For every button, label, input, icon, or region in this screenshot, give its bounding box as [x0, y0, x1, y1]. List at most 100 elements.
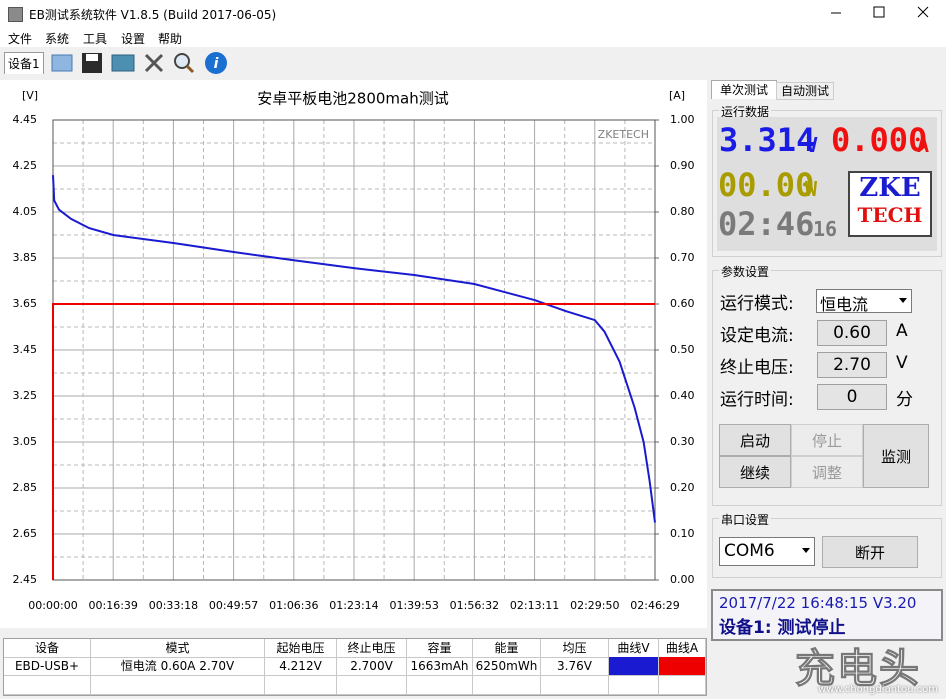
table-cell-empty — [473, 676, 541, 695]
time-input[interactable]: 0 — [817, 384, 887, 410]
dropdown-arrow[interactable] — [899, 298, 907, 307]
table-cell-empty — [91, 676, 265, 695]
info-icon[interactable] — [205, 52, 227, 74]
y-tick-label: 3.25 — [13, 389, 38, 402]
image-icon[interactable] — [111, 54, 135, 72]
table-cell: 3.76V — [541, 657, 609, 676]
x-tick-label: 01:06:36 — [269, 599, 318, 612]
device-tab[interactable]: 设备1 — [4, 52, 44, 74]
x-tick-label: 01:56:32 — [450, 599, 499, 612]
chart-annotation: ZKETECH — [598, 128, 649, 141]
result-table: 设备 模式 起始电压 终止电压 容量 能量 均压 曲线V 曲线A EBD-USB+ 恒电流 0.60… — [3, 638, 707, 696]
table-cell: 2.700V — [337, 657, 407, 676]
status-box: 2017/7/22 16:48:15 V3.20 设备1: 测试停止 — [711, 589, 943, 641]
close[interactable] — [917, 6, 929, 18]
y-tick-label: 4.45 — [13, 113, 38, 126]
tab[interactable]: 单次测试 — [711, 80, 777, 99]
y2-tick-label: 0.20 — [670, 481, 695, 494]
curve-swatch[interactable] — [659, 657, 706, 676]
window-controls[interactable] — [820, 0, 946, 28]
x-tick-label: 02:46:29 — [630, 599, 679, 612]
watermark-logo: 充电头 — [795, 646, 921, 693]
table-cell-empty — [659, 676, 706, 695]
menu-item[interactable]: 帮助 — [158, 32, 183, 46]
mode-select[interactable]: 恒电流 — [816, 289, 912, 314]
y2-tick-label: 0.30 — [670, 435, 695, 448]
menu-item[interactable]: 文件 — [8, 32, 33, 46]
table-header: 容量 — [407, 639, 473, 658]
y2-tick-label: 0.70 — [670, 251, 695, 264]
x-tick-label: 00:49:57 — [209, 599, 258, 612]
port-select[interactable]: COM6 — [719, 537, 815, 566]
group-label: 运行数据 — [719, 103, 772, 120]
mode-value[interactable]: 恒电流 — [820, 295, 869, 314]
y-axis-unit: [V] — [22, 89, 38, 102]
logo-top: ZKE — [859, 173, 921, 203]
y2-tick-label: 0.00 — [670, 573, 695, 586]
param-unit: V — [896, 353, 908, 373]
open-icon[interactable] — [51, 54, 73, 72]
disconnect-button[interactable]: 断开 — [822, 536, 918, 568]
search-icon[interactable] — [174, 53, 190, 69]
power-display: 00.00 — [718, 166, 815, 204]
table-header: 模式 — [91, 639, 265, 658]
table-cell-empty — [407, 676, 473, 695]
svg-text:i: i — [214, 56, 219, 72]
series-line — [52, 303, 655, 580]
dropdown-arrow[interactable] — [802, 548, 810, 557]
table-cell-empty — [337, 676, 407, 695]
menu-item[interactable]: 工具 — [83, 32, 108, 46]
table-header: 能量 — [473, 639, 541, 658]
y2-tick-label: 0.90 — [670, 159, 695, 172]
voltage-input[interactable]: 2.70 — [817, 352, 887, 378]
voltage-unit: V — [806, 133, 819, 157]
menu-item[interactable]: 系统 — [45, 32, 70, 46]
voltage-display: 3.314 — [719, 121, 816, 159]
x-tick-label: 02:29:50 — [570, 599, 619, 612]
adjust-button: 调整 — [791, 456, 863, 488]
param-label: 运行时间: — [720, 390, 794, 410]
logo-bottom: TECH — [857, 203, 923, 227]
y2-tick-label: 0.10 — [670, 527, 695, 540]
y-tick-label: 2.45 — [13, 573, 38, 586]
start-button[interactable]: 启动 — [719, 424, 791, 456]
curve-swatch[interactable] — [609, 657, 659, 676]
app-icon — [8, 7, 23, 22]
tab[interactable]: 自动测试 — [776, 82, 834, 100]
param-label: 设定电流: — [720, 326, 794, 346]
current-unit: A — [917, 133, 930, 157]
time-display: 02:46 — [718, 205, 815, 243]
y-tick-label: 3.45 — [13, 343, 38, 356]
table-cell-empty — [265, 676, 337, 695]
time-seconds: 16 — [813, 217, 838, 241]
stop-button: 停止 — [791, 424, 863, 456]
param-label: 终止电压: — [720, 358, 794, 378]
y-tick-label: 3.85 — [13, 251, 38, 264]
table-header: 终止电压 — [337, 639, 407, 658]
x-tick-label: 01:39:53 — [389, 599, 438, 612]
current-input[interactable]: 0.60 — [817, 320, 887, 346]
port-value[interactable]: COM6 — [724, 541, 775, 561]
continue-button[interactable]: 继续 — [719, 456, 791, 488]
table-cell: EBD-USB+ — [4, 657, 91, 676]
x-tick-label: 00:33:18 — [149, 599, 198, 612]
toolbar-icons[interactable]: i — [48, 49, 238, 77]
menu-item[interactable]: 设置 — [121, 32, 146, 46]
port-group: 串口设置 COM6 断开 — [712, 511, 942, 578]
param-unit: A — [896, 321, 908, 341]
group-label: 串口设置 — [719, 511, 772, 528]
monitor-button[interactable]: 监测 — [863, 424, 929, 488]
chart-title: 安卓平板电池2800mah测试 — [257, 90, 449, 108]
y2-tick-label: 0.40 — [670, 389, 695, 402]
table-cell-empty — [609, 676, 659, 695]
table-cell-empty — [541, 676, 609, 695]
x-tick-label: 00:00:00 — [28, 599, 77, 612]
chart: 安卓平板电池2800mah测试 [V] [A] 2.45 2.65 2.85 3.05… — [0, 80, 707, 628]
status-text: 设备1: 测试停止 — [719, 618, 846, 638]
maximize[interactable] — [873, 6, 885, 18]
tools-icon[interactable] — [144, 53, 164, 73]
param-unit: 分 — [896, 390, 913, 410]
menu-bar: 文件 系统 工具 设置 帮助 — [0, 28, 946, 47]
x-tick-label: 02:13:11 — [510, 599, 559, 612]
